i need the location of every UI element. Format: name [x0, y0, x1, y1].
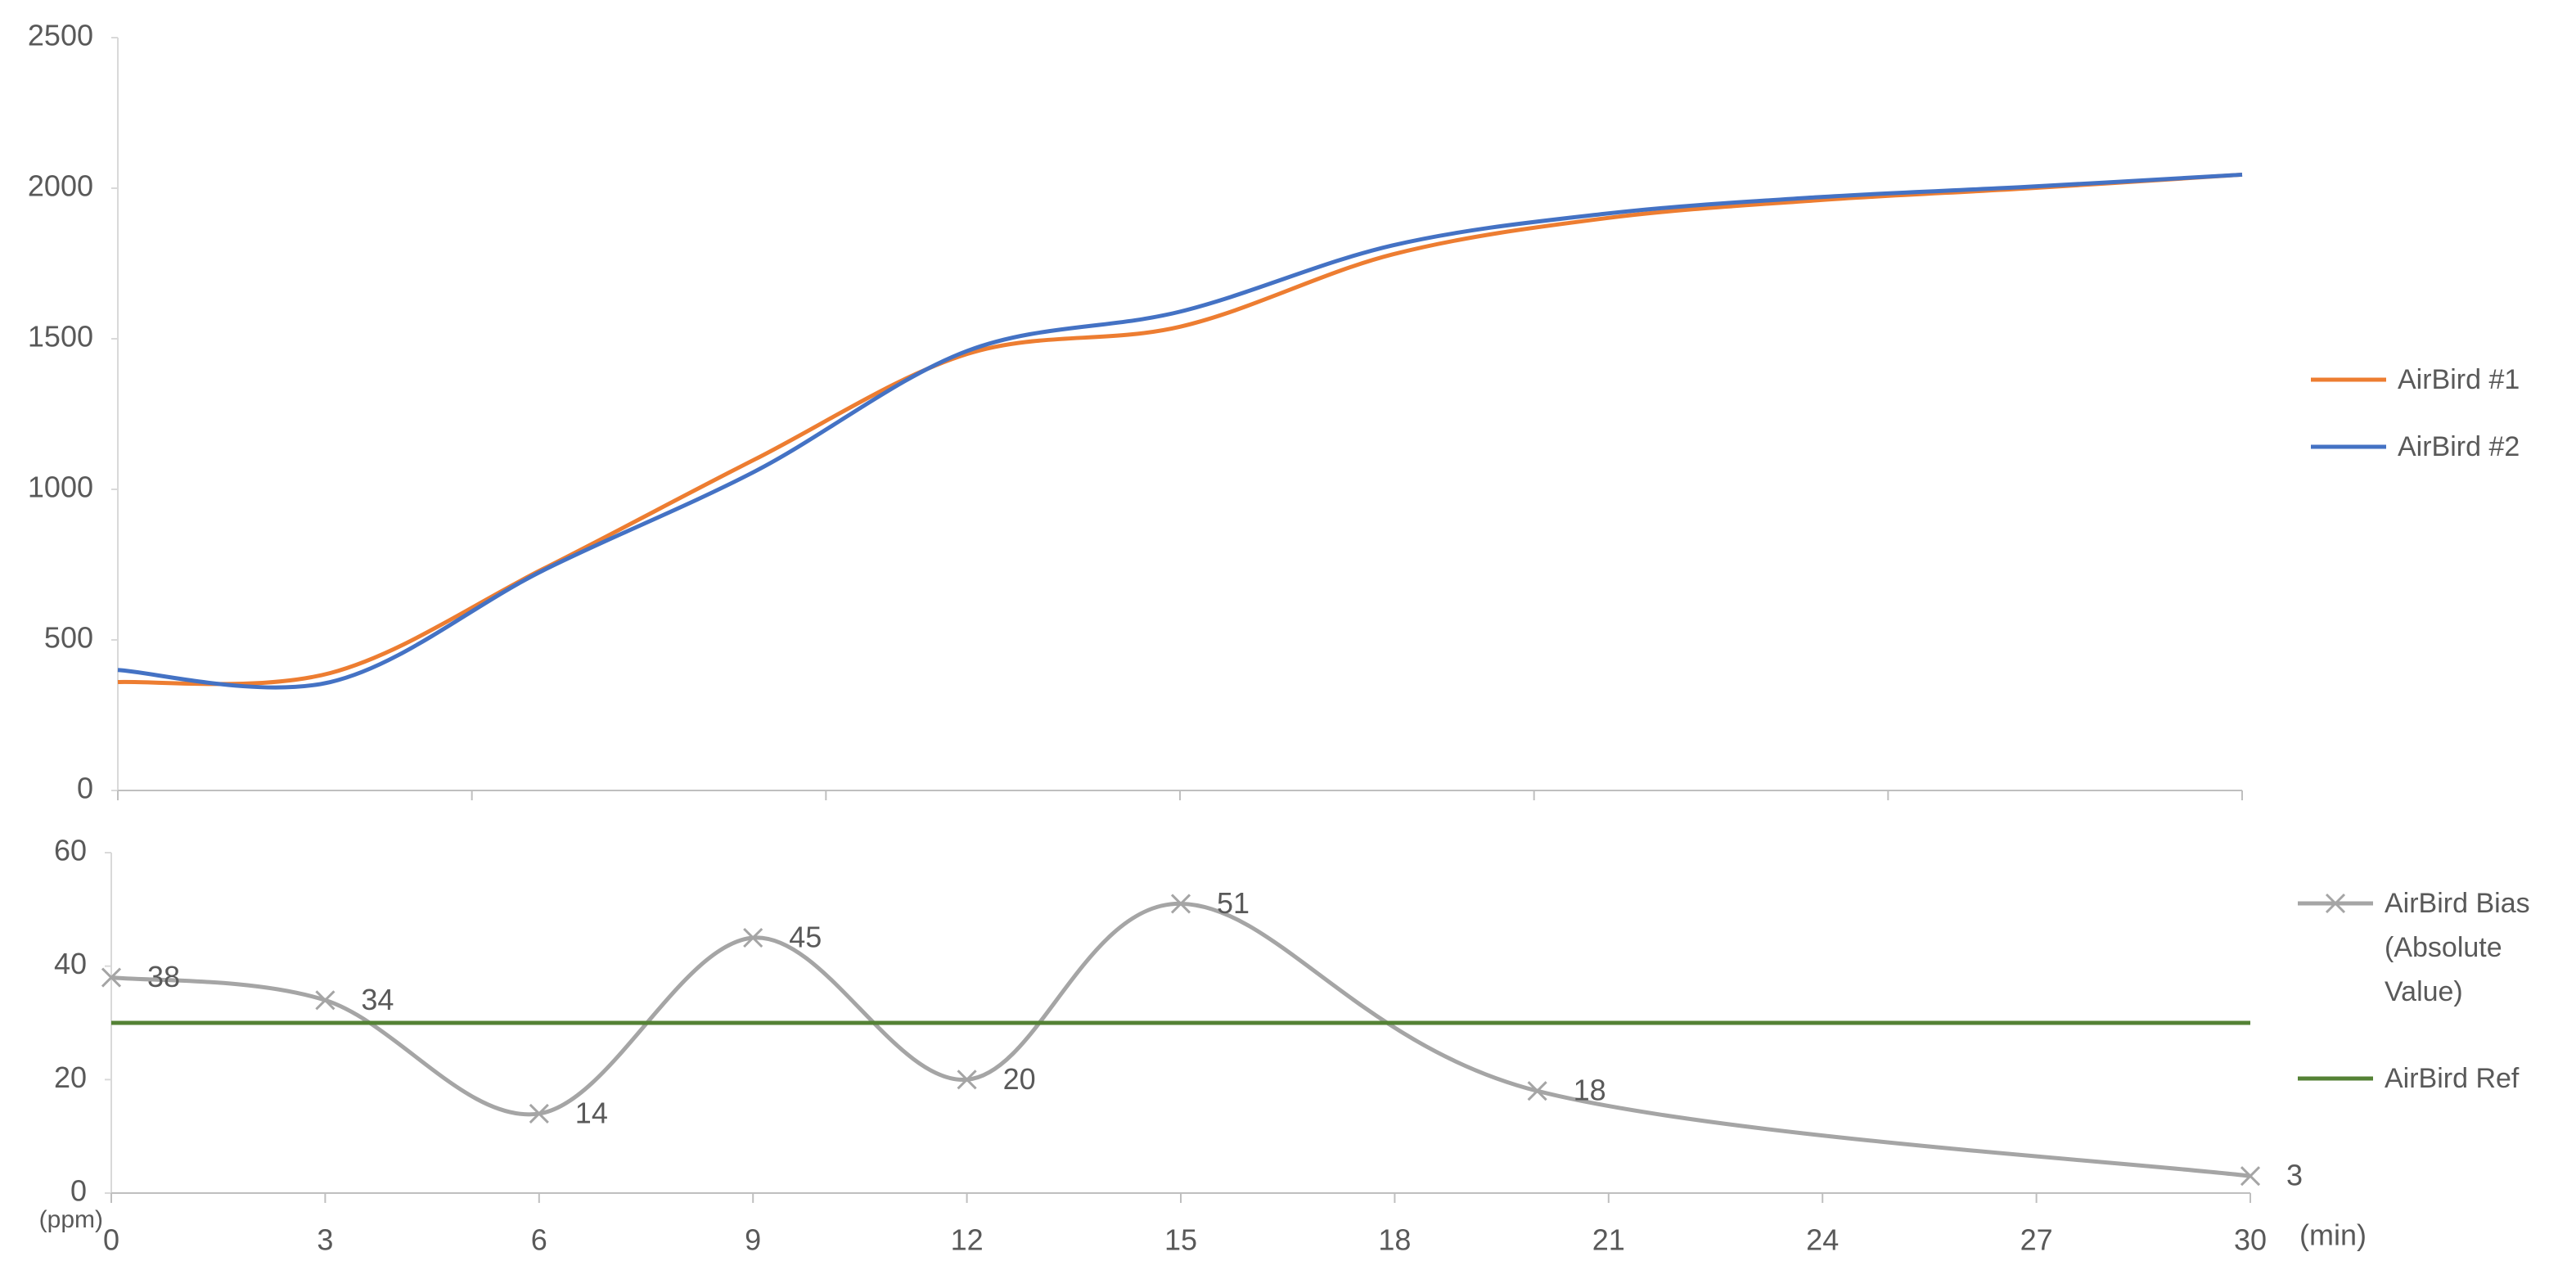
data-point — [1527, 1081, 1547, 1101]
series-line — [117, 172, 2243, 687]
x-axis-label: (min) — [2299, 1218, 2367, 1252]
marker-stroke — [1527, 1081, 1547, 1101]
data-point — [315, 990, 336, 1011]
data-label: 51 — [1217, 886, 1250, 920]
data-point — [743, 927, 763, 948]
marker-stroke — [101, 967, 122, 988]
x-tick-label: 12 — [951, 1223, 984, 1257]
y-tick-label: 40 — [54, 947, 87, 980]
x-tick-label: 6 — [531, 1223, 547, 1257]
data-point — [957, 1070, 977, 1090]
y-tick-label: 1500 — [28, 320, 93, 354]
series-line — [117, 172, 2243, 690]
y-tick-label: 60 — [54, 834, 87, 867]
data-point — [2240, 1166, 2261, 1187]
data-label: 38 — [147, 960, 180, 993]
y-axis-label: (ppm) — [39, 1206, 103, 1233]
data-point — [101, 967, 122, 988]
data-label: 18 — [1574, 1074, 1606, 1107]
x-tick-label: 18 — [1378, 1223, 1411, 1257]
data-label: 14 — [575, 1096, 608, 1129]
marker-stroke — [315, 990, 336, 1011]
data-label: 45 — [789, 921, 822, 954]
x-tick-label: 0 — [103, 1223, 119, 1257]
data-label: 3 — [2286, 1159, 2303, 1192]
marker-stroke — [957, 1070, 977, 1090]
data-label: 34 — [361, 983, 394, 1016]
legend-label: AirBird Ref — [2385, 1063, 2520, 1094]
y-tick-label: 0 — [77, 772, 93, 805]
y-tick-label: 500 — [44, 621, 93, 655]
marker-stroke — [1170, 894, 1191, 914]
legend-label: AirBird Bias (Absolute Value) — [2385, 888, 2530, 1007]
legend-label: AirBird #1 — [2398, 364, 2520, 395]
marker-stroke — [529, 1103, 549, 1124]
x-tick-label: 21 — [1592, 1223, 1625, 1257]
y-tick-label: 2500 — [28, 19, 93, 52]
series-line — [110, 901, 2251, 1178]
y-tick-label: 0 — [70, 1174, 87, 1208]
x-tick-label: 9 — [745, 1223, 761, 1257]
x-tick-label: 24 — [1806, 1223, 1839, 1257]
data-label: 20 — [1003, 1062, 1036, 1096]
marker-stroke — [2240, 1166, 2261, 1187]
y-tick-label: 20 — [54, 1061, 87, 1094]
marker-stroke — [2325, 893, 2346, 914]
y-tick-label: 2000 — [28, 169, 93, 203]
data-point — [529, 1103, 549, 1124]
legend-marker — [2325, 893, 2346, 914]
x-tick-label: 15 — [1164, 1223, 1197, 1257]
x-tick-label: 3 — [317, 1223, 333, 1257]
marker-stroke — [743, 927, 763, 948]
legend-label: AirBird #2 — [2398, 431, 2520, 462]
x-tick-label: 30 — [2234, 1223, 2267, 1257]
data-point — [1170, 894, 1191, 914]
y-tick-label: 1000 — [28, 471, 93, 504]
x-tick-label: 27 — [2020, 1223, 2053, 1257]
